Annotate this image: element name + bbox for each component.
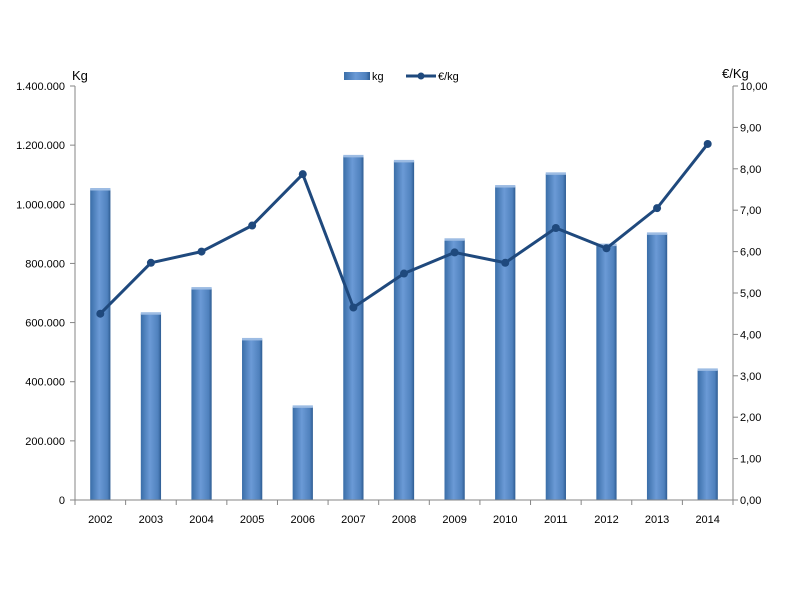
left-axis-unit-label: Kg [72,68,88,83]
price-point [703,139,712,148]
x-axis-tick-label: 2010 [493,514,517,526]
left-axis-tick-label: 400.000 [25,377,65,389]
left-axis-tick-label: 800.000 [25,258,65,270]
bar-kg-top [545,172,566,175]
price-point [298,170,307,179]
legend-price-marker [417,72,425,80]
x-axis-tick-label: 2008 [392,514,416,526]
bar-kg [242,339,263,500]
bar-series-kg [90,154,718,501]
price-point [146,258,155,267]
bar-kg-top [444,238,465,241]
bar-kg-top [646,232,668,235]
bar-kg-top [140,312,162,315]
right-axis: 0,00 1,00 2,00 3,00 4,00 5,00 6,00 7,00 8,00 9,00… [732,81,768,507]
bar-kg [140,313,162,500]
right-axis-tick-label: 10,00 [740,81,768,93]
x-axis-tick-label: 2011 [544,514,568,526]
x-axis-tick-label: 2013 [645,514,669,526]
x-axis-tick-label: 2004 [189,514,213,526]
right-axis-tick-label: 0,00 [740,495,761,507]
right-axis-tick-label: 4,00 [740,329,761,341]
bar-kg-top [191,287,212,290]
price-point [248,221,257,230]
right-axis-tick-label: 5,00 [740,288,761,300]
price-point [602,244,611,253]
bar-kg-top [393,159,415,163]
left-axis-tick-label: 1.000.000 [16,199,65,211]
right-axis-tick-label: 1,00 [740,454,761,466]
right-axis-tick-label: 9,00 [740,122,761,134]
right-axis-tick-label: 3,00 [740,371,761,383]
bar-kg [90,189,111,500]
right-axis-tick-label: 2,00 [740,412,761,424]
x-axis-tick-label: 2006 [291,514,315,526]
legend-kg-label: kg [372,71,384,83]
legend: kg €/kg [344,71,459,83]
x-axis-tick-label: 2003 [139,514,163,526]
right-axis-tick-label: 6,00 [740,247,761,259]
left-axis-tick-label: 600.000 [25,318,65,330]
price-point [349,303,358,312]
price-point [96,309,105,318]
x-axis-tick-label: 2012 [594,514,618,526]
line-series-price [96,139,712,318]
x-axis-tick-label: 2005 [240,514,264,526]
bar-kg [444,239,465,500]
right-axis-unit-label: €/Kg [722,66,749,81]
price-point [400,269,408,278]
bar-kg [393,161,415,500]
price-point [197,247,206,256]
bar-kg-top [292,405,313,408]
bar-kg [646,233,668,500]
bar-kg [292,406,313,500]
bar-kg [697,369,718,500]
bar-kg-top [697,368,718,371]
left-axis-tick-label: 1.400.000 [16,81,65,93]
bar-kg [495,186,516,501]
x-axis-tick-label: 2007 [341,514,365,526]
legend-price-label: €/kg [438,71,459,83]
bar-kg-top [343,154,364,158]
bar-kg-top [242,337,263,341]
x-axis-tick-label: 2009 [442,514,466,526]
bar-kg [191,288,212,500]
price-point [653,204,662,213]
left-axis-tick-label: 200.000 [25,436,65,448]
x-axis: 2002 2003 2004 2005 2006 2007 2008 2009 2010 2011… [74,499,734,526]
legend-kg-swatch [344,72,370,80]
price-point [450,248,459,257]
price-point [551,224,560,233]
left-axis: 0 200.000 400.000 600.000 800.000 1.000.000 1.… [16,81,76,507]
left-axis-tick-label: 0 [59,495,65,507]
bar-kg [545,173,566,500]
price-point [501,258,510,267]
x-axis-tick-label: 2002 [88,514,112,526]
right-axis-tick-label: 8,00 [740,164,761,176]
right-axis-tick-label: 7,00 [740,205,761,217]
bar-kg-top [90,188,111,191]
bar-kg [596,245,617,500]
bar-kg-top [495,185,516,188]
x-axis-tick-label: 2014 [695,514,719,526]
left-axis-tick-label: 1.200.000 [16,140,65,152]
bar-kg [343,156,364,500]
